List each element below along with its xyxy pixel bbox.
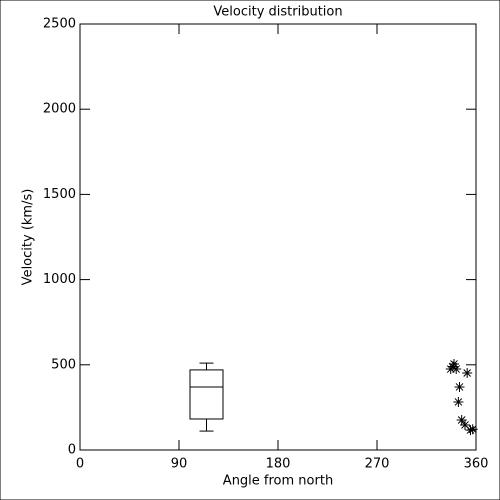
asterisk-stroke bbox=[453, 396, 464, 407]
y-tick-label: 1000 bbox=[43, 272, 76, 287]
asterisk-stroke bbox=[462, 367, 473, 378]
asterisk-point bbox=[462, 367, 473, 378]
asterisk-stroke bbox=[454, 381, 465, 392]
y-tick-label: 2500 bbox=[43, 17, 76, 32]
y-tick-label: 500 bbox=[51, 357, 76, 372]
asterisk-point bbox=[449, 358, 459, 369]
asterisk-point bbox=[454, 381, 465, 392]
asterisk-point bbox=[460, 419, 470, 430]
asterisk-point bbox=[465, 425, 476, 436]
x-tick-label: 180 bbox=[266, 457, 291, 472]
asterisk-point bbox=[447, 361, 458, 372]
asterisk-point bbox=[456, 415, 467, 426]
asterisk-point bbox=[451, 364, 462, 375]
y-tick-label: 0 bbox=[68, 443, 76, 458]
y-tick-label: 2000 bbox=[43, 102, 76, 117]
x-tick-label: 270 bbox=[365, 457, 390, 472]
y-tick-label: 1500 bbox=[43, 187, 76, 202]
y-axis-label: Velocity (km/s) bbox=[21, 189, 36, 286]
x-tick-label: 0 bbox=[76, 457, 84, 472]
x-tick-label: 360 bbox=[464, 457, 489, 472]
plot-frame bbox=[79, 23, 477, 451]
box bbox=[189, 369, 224, 420]
chart-title: Velocity distribution bbox=[213, 5, 342, 20]
asterisk-stroke bbox=[447, 361, 458, 372]
x-axis-label: Angle from north bbox=[223, 474, 333, 489]
asterisk-stroke bbox=[456, 415, 467, 426]
asterisk-stroke bbox=[449, 358, 459, 369]
asterisk-point bbox=[453, 396, 464, 407]
x-tick-label: 90 bbox=[171, 457, 188, 472]
asterisk-point bbox=[467, 424, 478, 435]
asterisk-stroke bbox=[467, 424, 478, 435]
asterisk-stroke bbox=[451, 364, 462, 375]
asterisk-stroke bbox=[460, 419, 470, 430]
asterisk-stroke bbox=[465, 425, 476, 436]
